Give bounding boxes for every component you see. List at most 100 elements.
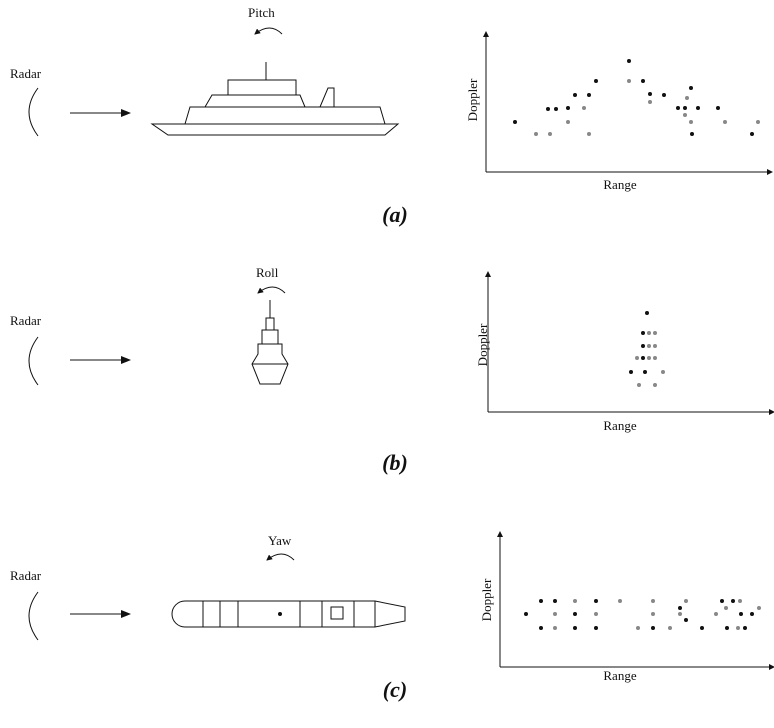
scatter-dot bbox=[573, 612, 577, 616]
scatter-dot bbox=[651, 612, 655, 616]
y-axis-label: Doppler bbox=[475, 323, 490, 366]
scatter-dot bbox=[594, 626, 598, 630]
scatter-dot bbox=[739, 612, 743, 616]
scatter-dot bbox=[689, 120, 693, 124]
scatter-dot bbox=[736, 626, 740, 630]
caption: (a) bbox=[382, 202, 408, 227]
scatter-dot bbox=[689, 86, 693, 90]
rotation-arrow bbox=[254, 27, 283, 35]
scatter-dot bbox=[627, 59, 631, 63]
scatter-dot bbox=[648, 100, 652, 104]
scatter-dot bbox=[653, 344, 657, 348]
scatter-dot bbox=[696, 106, 700, 110]
scatter-dot bbox=[647, 344, 651, 348]
radar-wave bbox=[28, 591, 39, 641]
scatter-dot bbox=[678, 612, 682, 616]
scatter-dot bbox=[637, 383, 641, 387]
scatter-dot bbox=[653, 356, 657, 360]
scatter-dot bbox=[723, 120, 727, 124]
scatter-dot bbox=[676, 106, 680, 110]
panel-a: Radar Pitch Doppler Range (a) bbox=[10, 5, 773, 227]
scatter-dot bbox=[651, 626, 655, 630]
scatter-dot bbox=[750, 612, 754, 616]
ship-top bbox=[171, 600, 406, 628]
scatter-dot bbox=[643, 370, 647, 374]
scatter-dot bbox=[668, 626, 672, 630]
y-axis-label: Doppler bbox=[465, 78, 480, 121]
x-axis-label: Range bbox=[603, 177, 636, 192]
scatter-dot bbox=[716, 106, 720, 110]
scatter-dot bbox=[641, 344, 645, 348]
scatter-dot bbox=[553, 626, 557, 630]
scatter-dot bbox=[685, 96, 689, 100]
radar-label: Radar bbox=[10, 568, 42, 583]
y-axis-label: Doppler bbox=[479, 578, 494, 621]
scatter-dot bbox=[594, 79, 598, 83]
scatter-dot bbox=[662, 93, 666, 97]
scatter-dot bbox=[594, 599, 598, 603]
scatter-dot bbox=[731, 599, 735, 603]
scatter-dot bbox=[539, 626, 543, 630]
scatter-dot bbox=[725, 626, 729, 630]
scatter-dot bbox=[750, 132, 754, 136]
scatter-dot bbox=[635, 356, 639, 360]
radar-wave bbox=[28, 87, 39, 137]
scatter-dot bbox=[627, 79, 631, 83]
scatter-dot bbox=[566, 106, 570, 110]
scatter-dot bbox=[647, 356, 651, 360]
scatter-dot bbox=[539, 599, 543, 603]
x-axis-label: Range bbox=[603, 668, 636, 683]
scatter-dot bbox=[678, 606, 682, 610]
scatter-dot bbox=[714, 612, 718, 616]
scatter-dot bbox=[641, 356, 645, 360]
x-axis-label: Range bbox=[603, 418, 636, 433]
scatter-dot bbox=[587, 93, 591, 97]
scatter-dot bbox=[553, 599, 557, 603]
panel-c: Radar Yaw Doppler Range (c) bbox=[10, 531, 774, 702]
scatter-dot bbox=[524, 612, 528, 616]
scatter-dot bbox=[647, 331, 651, 335]
scatter-dot bbox=[653, 383, 657, 387]
scatter-dot bbox=[641, 331, 645, 335]
scatter-dot bbox=[629, 370, 633, 374]
scatter-dot bbox=[661, 370, 665, 374]
scatter-dot bbox=[566, 120, 570, 124]
scatter-dot bbox=[743, 626, 747, 630]
caption: (b) bbox=[382, 450, 408, 475]
caption: (c) bbox=[383, 677, 407, 702]
scatter-dot bbox=[594, 612, 598, 616]
motion-label: Yaw bbox=[268, 533, 292, 548]
scatter-dot bbox=[645, 311, 649, 315]
scatter-dot bbox=[756, 120, 760, 124]
radar-label: Radar bbox=[10, 66, 42, 81]
radar-wave bbox=[28, 336, 39, 386]
scatter-dot bbox=[700, 626, 704, 630]
ship-side bbox=[150, 62, 400, 136]
scatter-dot bbox=[534, 132, 538, 136]
scatter-dot bbox=[573, 599, 577, 603]
scatter-dot bbox=[757, 606, 761, 610]
rotation-arrow bbox=[266, 553, 295, 561]
scatter-dot bbox=[587, 132, 591, 136]
scatter-dot bbox=[582, 106, 586, 110]
scatter-dot bbox=[648, 92, 652, 96]
scatter-dot bbox=[554, 107, 558, 111]
scatter-dot bbox=[720, 599, 724, 603]
scatter-dot bbox=[738, 599, 742, 603]
scatter-dot bbox=[690, 132, 694, 136]
panel-b: Radar Roll Doppler Range (b) bbox=[10, 265, 774, 475]
scatter-dot bbox=[641, 79, 645, 83]
buoy bbox=[251, 300, 289, 385]
scatter-dot bbox=[573, 626, 577, 630]
scatter-dot bbox=[618, 599, 622, 603]
scatter-dot bbox=[546, 107, 550, 111]
scatter-dot bbox=[683, 113, 687, 117]
scatter-dot bbox=[724, 606, 728, 610]
scatter-dot bbox=[684, 599, 688, 603]
scatter-dot bbox=[513, 120, 517, 124]
rotation-arrow bbox=[257, 286, 286, 294]
radar-label: Radar bbox=[10, 313, 42, 328]
scatter-dot bbox=[651, 599, 655, 603]
scatter-dot bbox=[553, 612, 557, 616]
